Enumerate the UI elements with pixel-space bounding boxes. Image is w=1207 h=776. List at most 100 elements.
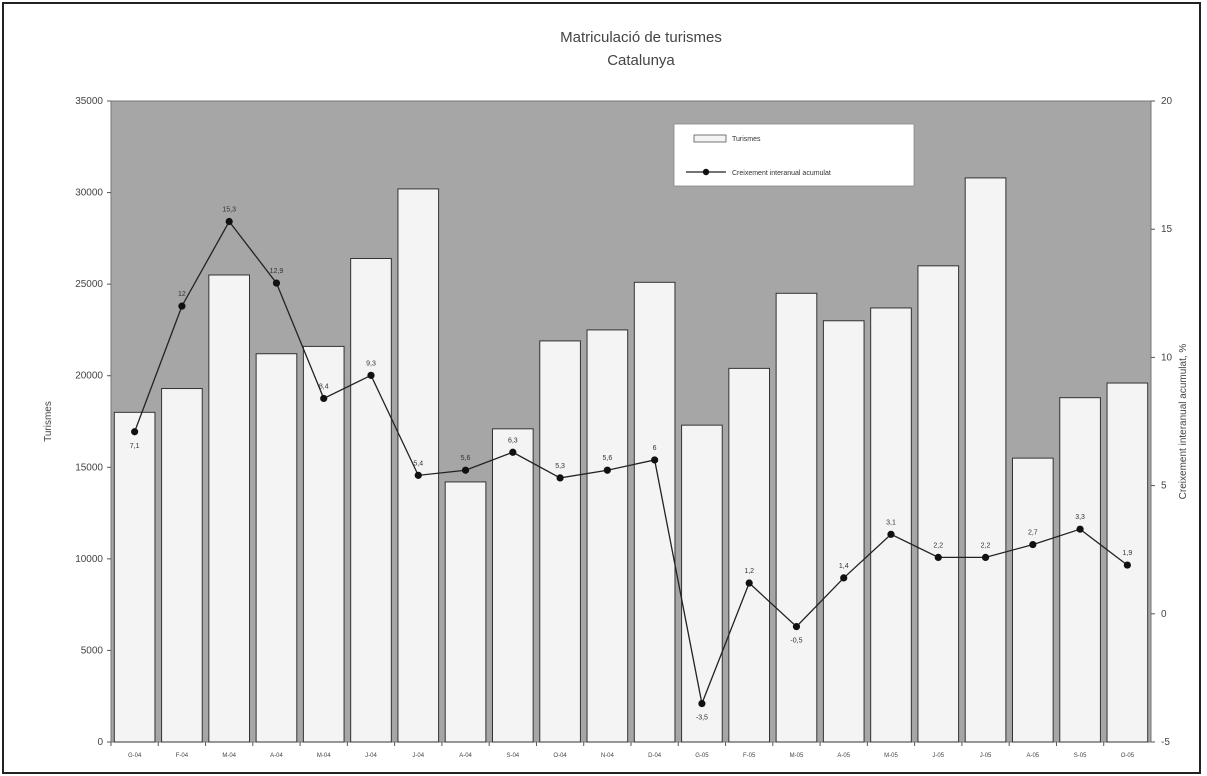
bar	[161, 388, 203, 743]
legend-label-line: Creixement interanual acumulat	[732, 170, 831, 177]
growth-data-label: 5,6	[602, 455, 612, 462]
bar	[302, 345, 345, 743]
growth-point	[934, 553, 942, 561]
y2-tick-label: 20	[1161, 96, 1173, 107]
x-tick-label: M-05	[884, 753, 898, 759]
x-tick-label: M-04	[317, 753, 331, 759]
growth-point	[1076, 525, 1084, 533]
x-tick-label: N-04	[601, 753, 615, 759]
x-tick-label: A-04	[270, 753, 283, 759]
growth-data-label: 5,3	[555, 463, 565, 470]
x-tick-label: G-04	[128, 753, 142, 759]
growth-data-label: 5,4	[413, 460, 423, 467]
legend-marker	[702, 168, 710, 176]
y2-tick-label: 15	[1161, 224, 1173, 235]
x-tick-label: F-04	[176, 753, 189, 759]
growth-point	[367, 371, 375, 379]
bar	[964, 177, 1007, 743]
growth-point	[461, 466, 470, 474]
growth-point	[414, 471, 422, 479]
bar	[681, 424, 723, 743]
x-tick-label: S-04	[506, 753, 519, 759]
x-tick-label: J-04	[412, 753, 424, 759]
x-tick-label: M-04	[222, 753, 236, 759]
y-tick-label: 35000	[75, 96, 103, 107]
y-axis-label: Turismes	[43, 401, 54, 442]
growth-point	[698, 699, 706, 708]
y2-tick-label: 5	[1161, 481, 1167, 492]
growth-point	[887, 530, 895, 538]
bar	[255, 353, 298, 743]
chart-svg: Matriculació de turismes Catalunya 0 5000…	[43, 29, 1189, 759]
growth-data-label: -3,5	[696, 715, 708, 722]
bar	[775, 292, 818, 743]
growth-point	[556, 474, 564, 482]
bar	[539, 340, 581, 743]
bar	[917, 265, 960, 743]
legend-label-bars: Turismes	[732, 136, 761, 143]
x-tick-label: J-04	[365, 753, 377, 759]
growth-data-label: 3,3	[1075, 514, 1085, 521]
bar-series	[113, 177, 1149, 743]
growth-point	[225, 217, 233, 226]
y-tick-label: 5000	[81, 645, 104, 656]
growth-data-label: 6	[653, 445, 657, 452]
bar	[491, 428, 534, 743]
chart-title: Matriculació de turismes	[560, 29, 722, 46]
growth-data-label: 1,4	[839, 563, 849, 570]
growth-point	[651, 456, 659, 464]
growth-point	[792, 623, 801, 631]
growth-data-label: 15,3	[222, 207, 236, 214]
growth-data-label: 8,4	[319, 383, 329, 390]
growth-point	[320, 394, 328, 403]
chart-subtitle: Catalunya	[607, 52, 675, 69]
x-tick-label: O-04	[553, 753, 567, 759]
growth-point	[745, 579, 753, 587]
x-tick-label: F-05	[743, 753, 756, 759]
x-tick-label: O-05	[1121, 753, 1135, 759]
growth-data-label: 2,2	[981, 542, 991, 549]
growth-data-label: 2,2	[933, 542, 943, 549]
x-axis: G-04 F-04 M-04 A-04 M-04 J-04 J-04 A-04 S-04 O-04…	[110, 742, 1135, 759]
growth-point	[272, 279, 281, 287]
bar	[444, 481, 487, 743]
bar	[1011, 457, 1054, 743]
growth-point	[1123, 561, 1131, 569]
y-tick-label: 15000	[75, 462, 103, 473]
y2-tick-label: 0	[1161, 609, 1167, 620]
growth-point	[1029, 540, 1037, 549]
bar	[633, 281, 676, 743]
bar	[728, 367, 771, 743]
bar	[586, 329, 629, 743]
x-tick-label: G-05	[695, 753, 709, 759]
legend-bar-swatch	[693, 134, 727, 143]
y-tick-label: 30000	[75, 188, 103, 199]
bar	[1059, 397, 1101, 743]
y-tick-label: 20000	[75, 371, 103, 382]
growth-data-label: 9,3	[366, 360, 376, 367]
growth-point	[840, 574, 848, 582]
line-series: 7,1 12 15,3 12,9 8,4 9,3 5,4 5,6 6,3 5,3 5,6 6 -3,5 1…	[130, 207, 1133, 722]
bar	[208, 274, 251, 743]
growth-point	[509, 448, 517, 456]
x-tick-label: M-05	[790, 753, 804, 759]
x-tick-label: A-05	[1026, 753, 1039, 759]
y-tick-label: 25000	[75, 279, 103, 290]
x-tick-label: A-04	[459, 753, 472, 759]
growth-point	[178, 302, 186, 310]
bar	[397, 188, 440, 743]
legend-box	[673, 123, 915, 187]
y-tick-label: 10000	[75, 554, 103, 565]
bar	[870, 307, 912, 743]
growth-data-label: 12	[178, 291, 186, 298]
legend: Turismes Creixement interanual acumulat	[673, 123, 915, 187]
growth-data-label: 5,6	[461, 455, 471, 462]
y-tick-label: 0	[97, 737, 103, 748]
growth-data-label: 6,3	[508, 437, 518, 444]
growth-data-label: 3,1	[886, 519, 896, 526]
bar	[350, 258, 392, 743]
growth-data-label: -0,5	[790, 638, 802, 645]
growth-point	[981, 553, 990, 561]
x-tick-label: J-05	[932, 753, 944, 759]
